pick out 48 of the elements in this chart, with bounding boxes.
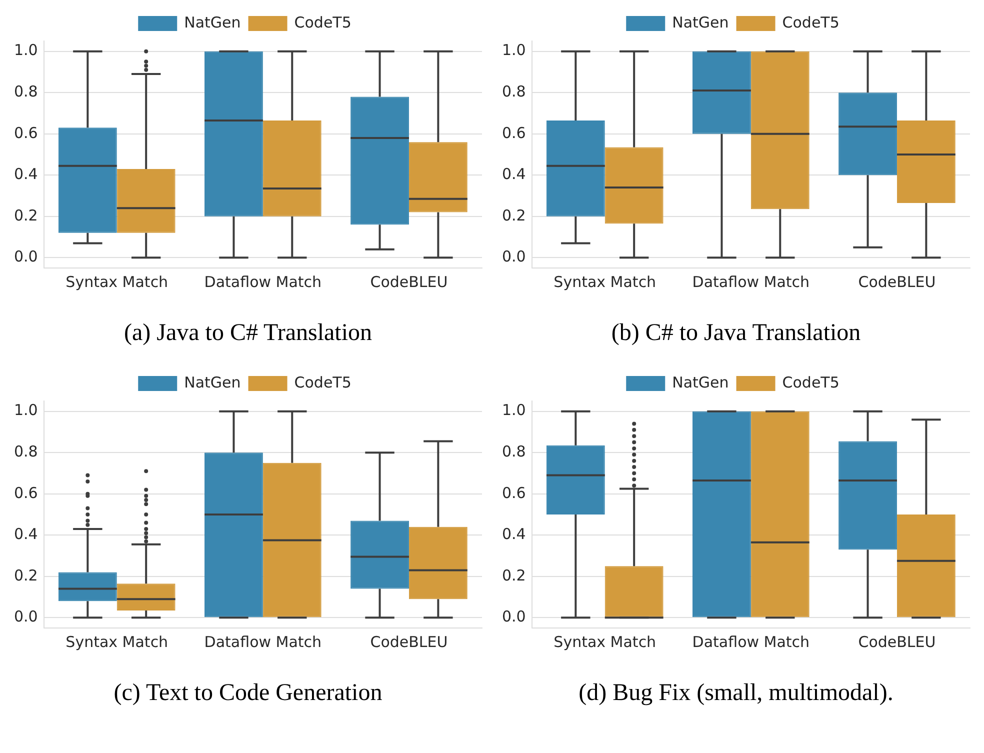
text: (b) C# to Java Translation [610, 319, 862, 348]
y-tick-label: 0.0 [14, 248, 38, 266]
y-tick-label: 0.6 [14, 484, 38, 502]
legend-label: NatGen [672, 373, 729, 392]
legend-label: NatGen [184, 13, 241, 32]
y-tick-label: 0.4 [14, 165, 38, 184]
text: (c) Text to Code Generation [112, 679, 384, 708]
legend-label: CodeT5 [294, 13, 352, 32]
y-tick-label: 0.6 [502, 484, 526, 502]
legend-label: CodeT5 [294, 373, 352, 392]
y-tick-label: 0.0 [502, 248, 526, 266]
y-tick-label: 1.0 [502, 41, 526, 60]
legend-label: NatGen [184, 373, 241, 392]
text: (a) Java to C# Translation [123, 319, 373, 348]
y-tick-label: 0.6 [502, 124, 526, 142]
y-tick-label: 0.2 [502, 566, 526, 584]
y-tick-label: 0.8 [14, 442, 38, 460]
y-tick-label: 0.0 [502, 608, 526, 626]
text: (d) Bug Fix (small, multimodal). [578, 679, 894, 708]
y-tick-label: 0.8 [14, 82, 38, 100]
y-tick-label: 0.2 [14, 206, 38, 224]
y-tick-label: 1.0 [14, 41, 38, 60]
x-tick-label: Syntax Match [66, 272, 168, 291]
x-tick-label: Dataflow Match [692, 632, 810, 651]
y-tick-label: 0.4 [502, 525, 526, 544]
y-tick-label: 1.0 [14, 401, 38, 420]
x-tick-label: Dataflow Match [204, 632, 322, 651]
y-tick-label: 0.4 [14, 525, 38, 544]
x-tick-label: Syntax Match [66, 632, 168, 651]
x-tick-label: CodeBLEU [370, 632, 448, 651]
y-tick-label: 0.0 [14, 608, 38, 626]
y-tick-label: 0.2 [14, 566, 38, 584]
legend-label: CodeT5 [782, 13, 840, 32]
y-tick-label: 0.6 [14, 124, 38, 142]
y-tick-label: 1.0 [502, 401, 526, 420]
legend-label: NatGen [672, 13, 729, 32]
x-tick-label: CodeBLEU [858, 272, 936, 291]
x-tick-label: Syntax Match [554, 632, 656, 651]
x-tick-label: Dataflow Match [692, 272, 810, 291]
x-tick-label: Dataflow Match [204, 272, 322, 291]
y-tick-label: 0.4 [502, 165, 526, 184]
x-tick-label: CodeBLEU [858, 632, 936, 651]
y-tick-label: 0.8 [502, 82, 526, 100]
x-tick-label: Syntax Match [554, 272, 656, 291]
y-tick-label: 0.8 [502, 442, 526, 460]
y-tick-label: 0.2 [502, 206, 526, 224]
x-tick-label: CodeBLEU [370, 272, 448, 291]
legend-label: CodeT5 [782, 373, 840, 392]
